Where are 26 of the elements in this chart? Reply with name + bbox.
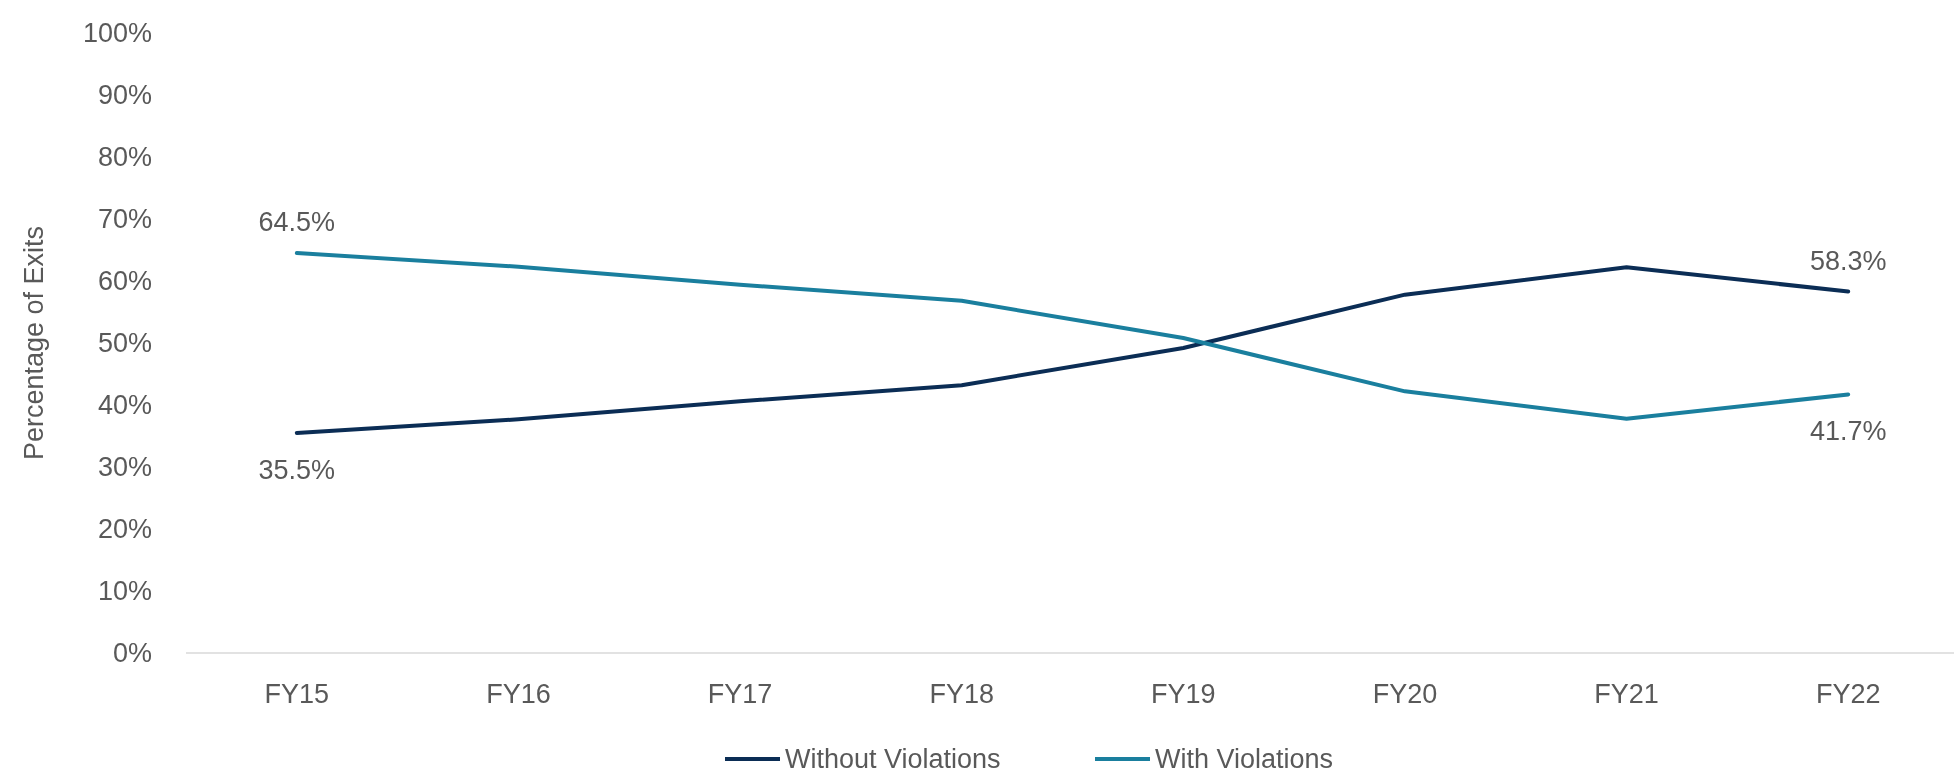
- x-tick-label: FY17: [707, 679, 773, 709]
- y-tick-label: 100%: [82, 18, 152, 48]
- y-tick-label: 20%: [97, 514, 152, 544]
- y-tick-label: 0%: [112, 638, 152, 668]
- y-tick-label: 10%: [97, 576, 152, 606]
- legend-label: Without Violations: [785, 744, 1001, 774]
- y-tick-label: 70%: [97, 204, 152, 234]
- x-tick-label: FY22: [1815, 679, 1881, 709]
- x-tick-label: FY15: [264, 679, 330, 709]
- y-tick-label: 60%: [97, 266, 152, 296]
- y-tick-label: 90%: [97, 80, 152, 110]
- data-label: 64.5%: [258, 207, 336, 238]
- x-tick-label: FY21: [1594, 679, 1659, 709]
- data-label: 35.5%: [258, 454, 336, 485]
- y-tick-label: 50%: [97, 328, 152, 358]
- y-tick-label: 40%: [97, 390, 152, 420]
- x-tick-label: FY16: [486, 679, 551, 709]
- y-axis-title: Percentage of Exits: [19, 225, 49, 461]
- x-tick-label: FY19: [1151, 679, 1216, 709]
- y-tick-label: 80%: [97, 142, 152, 172]
- data-label: 41.7%: [1809, 416, 1887, 447]
- x-tick-label: FY20: [1372, 679, 1438, 709]
- y-tick-label: 30%: [97, 452, 152, 482]
- data-label: 58.3%: [1809, 245, 1887, 276]
- legend-label: With Violations: [1155, 744, 1334, 774]
- x-tick-label: FY18: [929, 679, 994, 709]
